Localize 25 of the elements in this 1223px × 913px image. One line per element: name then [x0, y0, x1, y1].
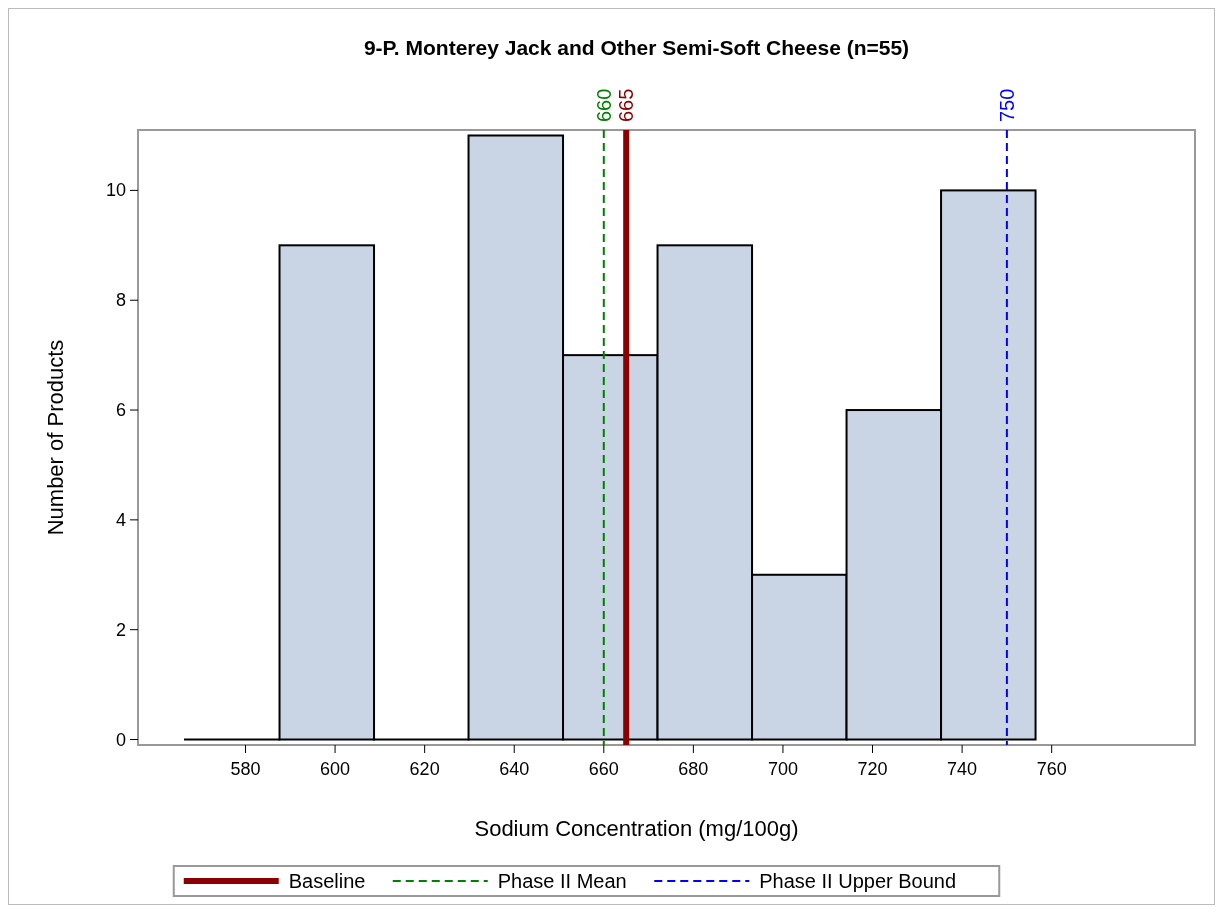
x-tick-label: 620	[409, 759, 440, 779]
x-tick-label: 580	[230, 759, 261, 779]
x-tick-label: 700	[767, 759, 798, 779]
legend-label: Phase II Upper Bound	[759, 870, 957, 892]
x-tick-label: 740	[947, 759, 978, 779]
chart-title: 9-P. Monterey Jack and Other Semi-Soft Cheese (n=55)	[363, 36, 910, 59]
y-tick-label: 4	[115, 509, 126, 530]
x-tick-label: 660	[588, 759, 619, 779]
y-tick-label: 10	[105, 180, 126, 201]
text: 750	[995, 88, 1018, 122]
x-tick-label: 600	[320, 759, 351, 779]
legend-label: Phase II Mean	[497, 870, 627, 892]
y-tick-label: 6	[115, 400, 126, 421]
y-tick-label: 0	[115, 729, 126, 750]
x-tick-label: 640	[499, 759, 530, 779]
y-tick-label: 8	[115, 290, 126, 311]
x-axis-title: Sodium Concentration (mg/100g)	[474, 816, 799, 841]
x-tick-label: 760	[1036, 759, 1067, 779]
y-axis-title: Number of Products	[43, 339, 68, 536]
x-tick-label: 720	[857, 759, 888, 779]
y-tick-label: 2	[115, 619, 126, 640]
text: 665	[615, 88, 638, 122]
text: 660	[592, 88, 615, 122]
x-tick-label: 680	[678, 759, 709, 779]
legend-label: Baseline	[288, 870, 366, 892]
